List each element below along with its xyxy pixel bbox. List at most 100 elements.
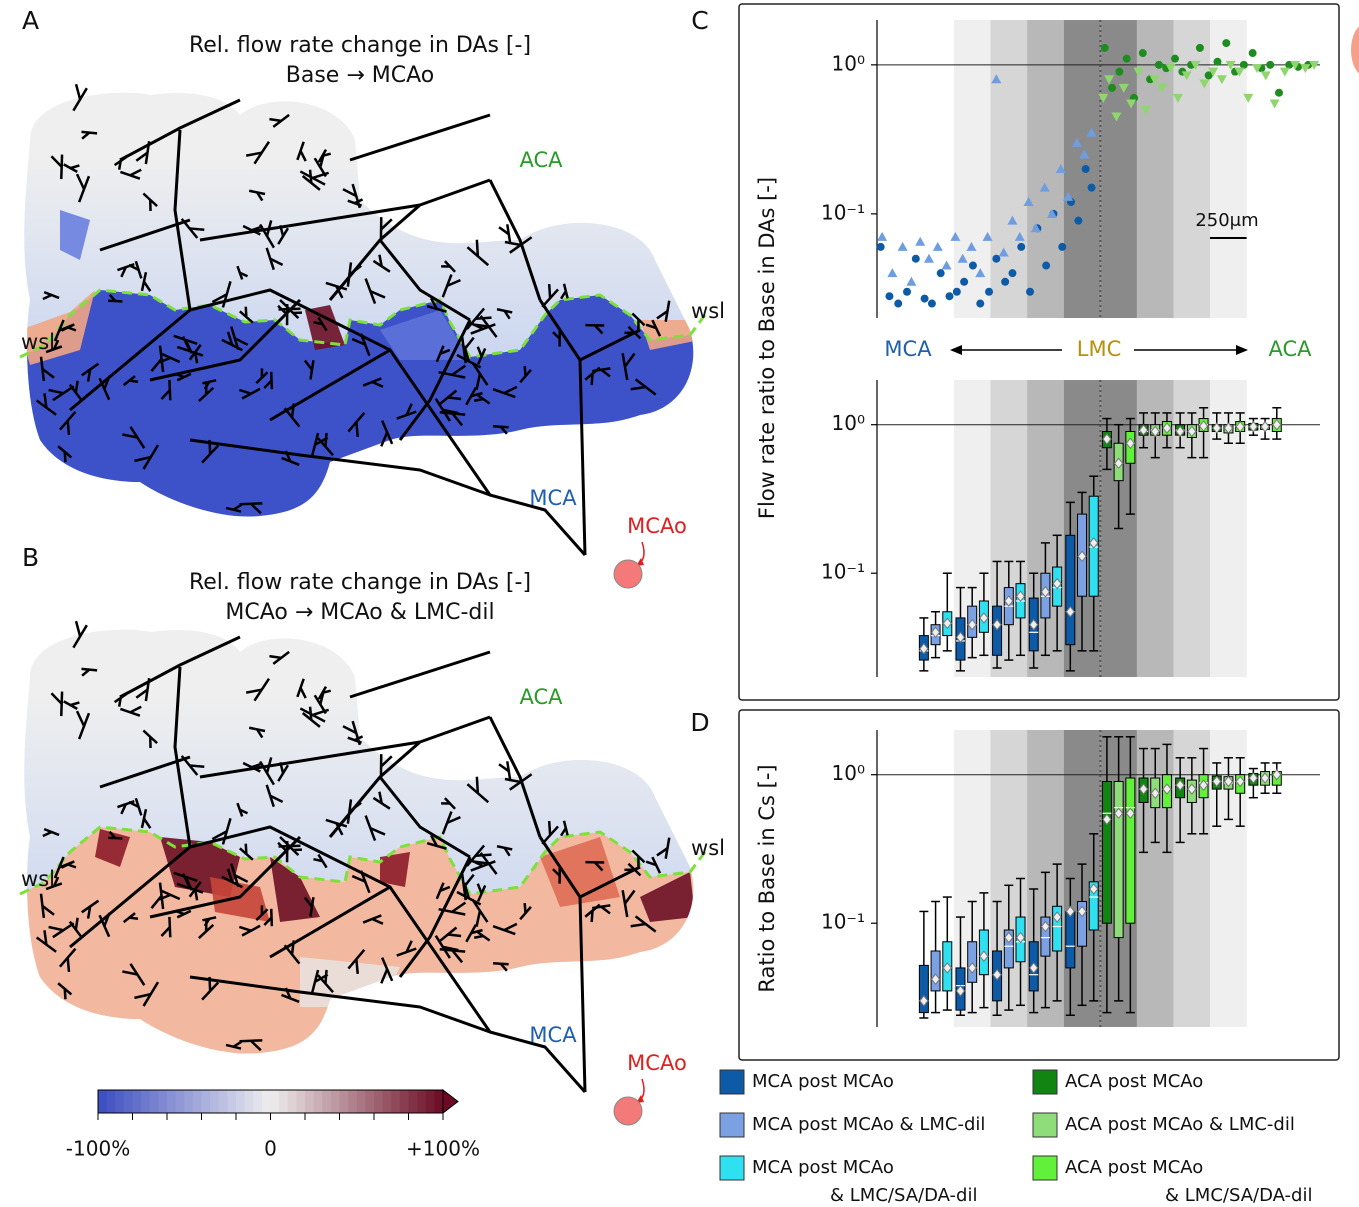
scatter-point <box>985 287 994 296</box>
vessel-twig <box>77 175 91 203</box>
vessel-twig <box>67 326 77 332</box>
vessel-twig <box>238 388 252 395</box>
vessel <box>119 635 241 699</box>
box-mean <box>1235 775 1245 788</box>
panel-c-frame <box>738 3 1340 701</box>
vessel-twig <box>53 856 65 879</box>
y-tick-label: 10⁻¹ <box>821 910 865 934</box>
territory-patch <box>210 877 270 922</box>
box-mean <box>1040 920 1051 933</box>
vessel-twig <box>351 874 366 883</box>
territory-label: MCA <box>529 1023 577 1047</box>
vessel-twig <box>378 791 383 804</box>
vessel-twig <box>503 310 511 320</box>
vessel-twig <box>314 436 329 446</box>
box-mean <box>1004 595 1014 607</box>
vessel-twig <box>342 725 357 735</box>
legend-label: MCA post MCAo & LMC-dil <box>752 1114 985 1135</box>
colorbar-cell <box>270 1090 280 1113</box>
box-mean <box>1004 931 1014 944</box>
scatter-point <box>1269 99 1280 109</box>
territory-label: ACA <box>519 148 563 172</box>
scatter-point <box>1225 60 1236 70</box>
vessel-twig <box>314 973 329 983</box>
box-mean <box>1235 420 1245 433</box>
vessel <box>189 975 491 1034</box>
vessel-twig <box>63 451 67 463</box>
vessel-twig <box>158 882 165 910</box>
vessel-twig <box>465 844 486 867</box>
vessel-twig <box>451 949 464 964</box>
vessel-twig <box>405 403 413 416</box>
scatter-point <box>877 231 888 241</box>
box-mean <box>1125 437 1135 450</box>
scatter-point <box>992 254 1001 263</box>
vessel-twig <box>263 916 273 926</box>
vessel-twig <box>473 934 484 939</box>
legend-swatch <box>719 1155 745 1181</box>
scatter-point <box>1260 71 1271 81</box>
vessel-twig <box>380 431 389 447</box>
vessel-twig <box>335 822 344 836</box>
scatter-point <box>897 241 908 251</box>
vessel <box>199 203 421 242</box>
direction-label: LMC <box>1077 337 1121 361</box>
vessel-twig <box>498 763 510 773</box>
box-mean <box>1150 425 1160 438</box>
vessel-twig <box>269 654 282 660</box>
scatter-point <box>1234 67 1245 77</box>
map-panel: A Rel. flow rate change in DAs [-] Base → … <box>19 6 725 589</box>
vessel-twig <box>499 425 508 435</box>
y-tick-label: 10⁰ <box>832 761 865 785</box>
legend-label: ACA post MCAo & LMC-dil <box>1065 1114 1295 1135</box>
scatter-point <box>1204 71 1213 80</box>
colorbar-cell <box>279 1090 289 1113</box>
colorbar-cell <box>218 1090 228 1113</box>
vessel-twig <box>560 827 567 837</box>
vessel-twig <box>48 388 64 395</box>
vessel-twig <box>251 762 263 769</box>
vessel-twig <box>59 947 77 968</box>
box <box>1052 905 1063 952</box>
box-mean <box>1260 772 1270 784</box>
scatter-point <box>982 231 993 241</box>
scatter-point <box>941 260 952 270</box>
box-mean <box>1248 772 1259 784</box>
vessel-twig <box>160 926 171 937</box>
watershed-label: wsl <box>691 836 725 860</box>
vessel <box>199 740 421 779</box>
territory-lower <box>24 290 694 517</box>
vessel-twig <box>63 988 67 1000</box>
scatter-point <box>1195 43 1204 52</box>
vessel <box>488 179 542 301</box>
scatter-point <box>1156 83 1167 93</box>
box-mean <box>1138 424 1149 436</box>
scatter-point <box>1098 93 1109 103</box>
vessel-twig <box>371 917 384 925</box>
vessel-twig <box>259 760 275 786</box>
colorbar-cell <box>382 1090 392 1113</box>
colorbar-cell <box>391 1090 401 1113</box>
vessel-twig <box>198 386 215 402</box>
occlusion-label: MCAo <box>627 1051 687 1075</box>
vessel-twig <box>202 916 217 922</box>
box-mean <box>967 618 977 631</box>
occlusion-label: MCAo <box>627 514 687 538</box>
scatter-point <box>1100 43 1109 52</box>
vessel-twig <box>68 920 83 939</box>
vessel-twig <box>362 914 382 924</box>
vessel-twig <box>442 408 459 415</box>
box-mean <box>1077 550 1087 563</box>
vessel-twig <box>523 366 527 377</box>
vessel-twig <box>238 925 252 932</box>
vessel-twig <box>140 808 148 829</box>
vessel-twig <box>623 352 636 368</box>
vessel-twig <box>475 853 492 858</box>
colorbar-cell <box>236 1090 246 1113</box>
vessel-twig <box>503 847 511 857</box>
vessel-twig <box>52 876 60 887</box>
vessel-twig <box>117 697 122 707</box>
vessel-twig <box>308 706 313 721</box>
vessel-twig <box>299 170 326 186</box>
territory-label: MCA <box>529 486 577 510</box>
